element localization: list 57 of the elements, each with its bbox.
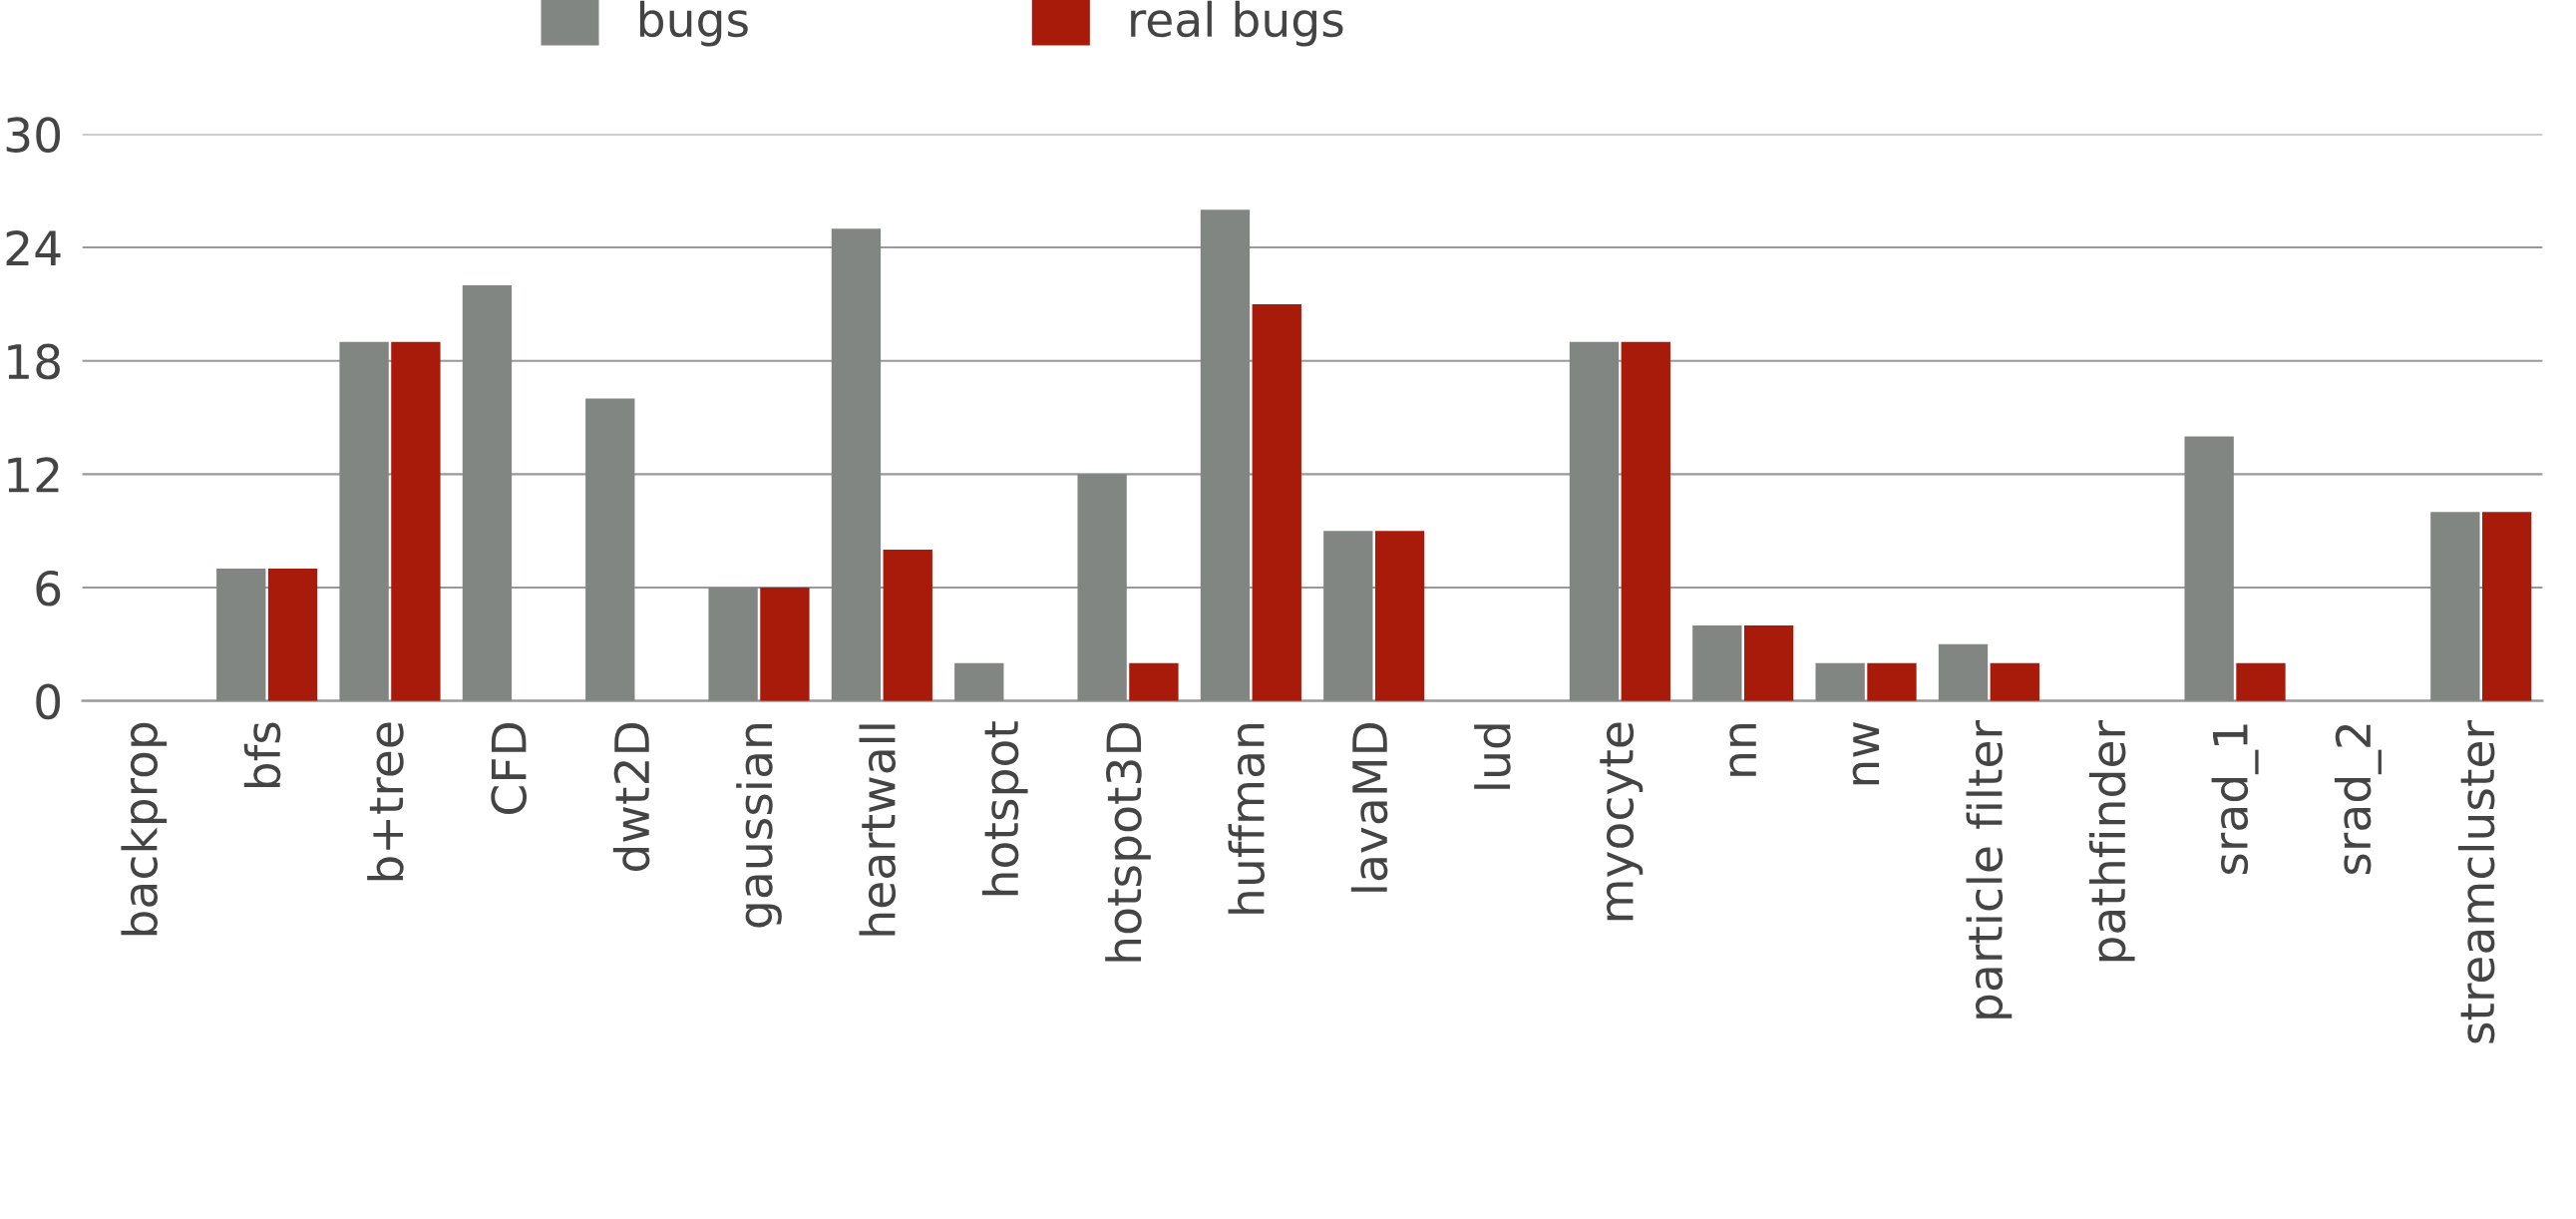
bar xyxy=(1990,662,2039,701)
bar xyxy=(1129,662,1179,701)
x-tick-label: hotspot xyxy=(981,721,1028,896)
x-tick-label: bfs xyxy=(243,722,281,788)
legend-label: bugs xyxy=(639,0,748,47)
bar xyxy=(708,588,758,701)
bar xyxy=(1252,303,1301,701)
bar xyxy=(760,588,810,701)
x-tick-label: nw xyxy=(1852,722,1880,785)
bar xyxy=(2184,436,2234,701)
bar xyxy=(585,398,635,701)
x-tick-label: huffman xyxy=(1228,724,1266,914)
bar xyxy=(1323,531,1373,701)
x-tick-label: lavaMD xyxy=(1350,722,1388,892)
bar xyxy=(339,341,389,701)
x-tick-label: nn xyxy=(1729,724,1756,776)
bar xyxy=(267,569,318,701)
bar xyxy=(216,569,266,701)
bar xyxy=(1867,662,1917,701)
bar xyxy=(1692,624,1742,701)
y-tick-label: 24 xyxy=(6,229,61,266)
bar xyxy=(1743,624,1794,701)
bar xyxy=(831,228,882,701)
bar xyxy=(1200,209,1251,701)
x-tick-label: b+tree xyxy=(367,722,404,881)
bar xyxy=(2481,512,2532,701)
bar xyxy=(1077,474,1127,701)
bar xyxy=(1569,341,1620,701)
bar xyxy=(954,662,1004,701)
x-tick-label: particle filter xyxy=(1966,720,2013,1018)
x-tick-label: CFD xyxy=(491,722,528,814)
x-tick-label: gaussian xyxy=(736,724,782,928)
x-tick-label: dwt2D xyxy=(612,722,650,872)
bar xyxy=(1938,643,1989,701)
bar xyxy=(1374,531,1425,701)
x-tick-label: streamcluster xyxy=(2457,720,2495,1043)
x-tick-label: backprop xyxy=(121,722,168,936)
y-tick-label: 18 xyxy=(8,343,60,380)
bar xyxy=(883,550,932,701)
x-tick-label: heartwall xyxy=(859,724,897,936)
y-tick-label: 30 xyxy=(6,117,61,154)
bar xyxy=(2236,662,2286,701)
x-tick-label: hotspot3D xyxy=(1105,722,1151,962)
bar xyxy=(2430,512,2480,701)
bar xyxy=(462,284,513,701)
y-tick-label: 0 xyxy=(36,683,61,720)
legend-label: real bugs xyxy=(1131,0,1343,47)
x-tick-label: srad_1 xyxy=(2211,724,2259,875)
x-tick-label: srad_2 xyxy=(2334,724,2382,875)
bar xyxy=(391,341,441,701)
x-tick-label: pathfinder xyxy=(2088,720,2135,962)
x-tick-label: myocyte xyxy=(1600,722,1644,921)
x-tick-label: lud xyxy=(1474,724,1511,789)
y-tick-label: 6 xyxy=(36,570,61,607)
bar xyxy=(1815,662,1865,701)
y-tick-label: 12 xyxy=(8,457,59,493)
bar xyxy=(1621,341,1670,701)
